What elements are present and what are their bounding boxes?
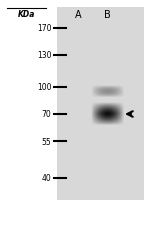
Text: 55: 55 <box>42 137 51 146</box>
FancyBboxPatch shape <box>57 8 144 200</box>
Text: KDa: KDa <box>18 11 35 19</box>
Text: 130: 130 <box>37 51 51 60</box>
Text: 170: 170 <box>37 24 51 33</box>
Text: 100: 100 <box>37 83 51 92</box>
Text: A: A <box>75 11 81 20</box>
Text: 40: 40 <box>42 173 51 182</box>
Text: B: B <box>104 11 111 20</box>
Text: 70: 70 <box>42 110 51 119</box>
